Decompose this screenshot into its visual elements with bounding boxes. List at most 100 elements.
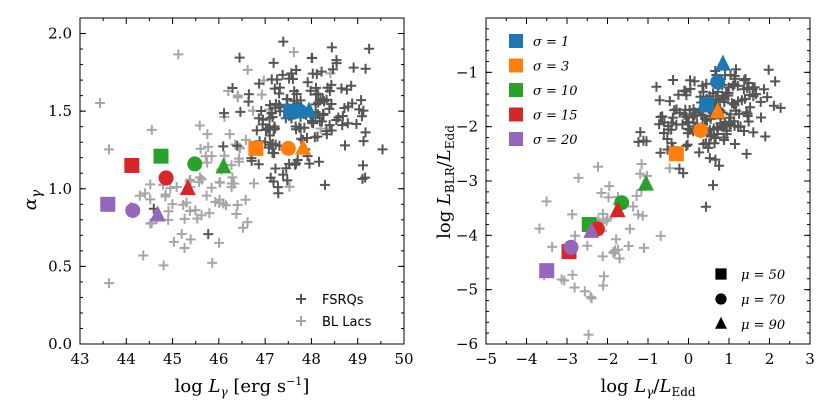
fsrq-point [729, 99, 740, 110]
fsrq-point [680, 86, 691, 97]
legend-label: μ = 90 [741, 318, 785, 333]
fsrq-point [234, 52, 245, 63]
fsrq-point [277, 69, 288, 80]
right-legend-sigma: σ = 1 σ = 3 σ = 10 σ = 15 σ = 20 [509, 34, 578, 148]
fsrq-point [326, 42, 337, 53]
fsrq-point [343, 101, 354, 112]
fsrq-point [331, 55, 342, 66]
series-marker-circle [125, 202, 141, 218]
fsrq-point [655, 147, 666, 158]
legend-label: μ = 50 [741, 268, 785, 283]
bl-lac-point [664, 163, 675, 174]
bl-lac-point [104, 278, 115, 289]
x-tick-label: 50 [394, 350, 413, 368]
fsrq-point [741, 107, 752, 118]
bl-lac-point [240, 194, 251, 205]
bl-lac-point [226, 160, 237, 171]
x-tick-label: 0 [684, 350, 694, 368]
fsrq-point [278, 36, 289, 47]
fsrq-point [326, 125, 337, 136]
right-legend-mu: μ = 50 μ = 70 μ = 90 [715, 268, 785, 333]
fsrq-point [322, 82, 333, 93]
fsrq-point [770, 76, 781, 87]
x-tick-label: 46 [209, 350, 228, 368]
bl-lac-point [233, 153, 244, 164]
fsrq-point [651, 81, 662, 92]
fsrq-point [273, 99, 284, 110]
bl-lac-point [168, 236, 179, 247]
legend-label: BL Lacs [322, 315, 372, 330]
fsrq-point [725, 109, 736, 120]
y-tick-label: 2.0 [48, 25, 72, 43]
legend-plus-marker [296, 316, 306, 326]
fsrq-point [662, 133, 673, 144]
series-marker-circle [710, 74, 726, 90]
series-marker-triangle [714, 54, 731, 71]
right-x-axis-label: log Lγ/LEdd [600, 376, 695, 399]
bl-lac-point [631, 190, 642, 201]
fsrq-point [286, 68, 297, 79]
fsrq-point [679, 109, 690, 120]
bl-lac-point [160, 189, 171, 200]
y-tick-label: 0.5 [48, 257, 72, 275]
legend-label: σ = 3 [533, 60, 569, 75]
bl-lac-point [636, 159, 647, 170]
fsrq-point [730, 64, 741, 75]
x-tick-label: 48 [302, 350, 321, 368]
legend-color-swatch [509, 83, 523, 97]
bl-lac-point [185, 174, 196, 185]
fsrq-point [731, 105, 742, 116]
fsrq-point [304, 158, 315, 169]
series-marker-triangle [295, 138, 312, 155]
bl-lac-point [604, 181, 615, 192]
bl-lac-point [219, 150, 230, 161]
fsrq-point [268, 176, 279, 187]
bl-lac-point [242, 64, 253, 75]
fsrq-point [756, 112, 767, 123]
fsrq-point [272, 74, 283, 85]
x-tick-label: −5 [475, 350, 497, 368]
fsrq-point [219, 108, 230, 119]
fsrq-point [348, 62, 359, 73]
series-marker-triangle [301, 101, 318, 118]
bl-lac-point [655, 230, 666, 241]
bl-lac-point [638, 242, 649, 253]
x-tick-label: −1 [637, 350, 659, 368]
fsrq-point [281, 94, 292, 105]
fsrq-point [377, 144, 388, 155]
fsrq-point [635, 127, 646, 138]
bl-lac-point [104, 144, 115, 155]
fsrq-point [319, 179, 330, 190]
y-tick-label: −5 [456, 281, 478, 299]
bl-lac-point [597, 208, 608, 219]
bl-lac-point [583, 329, 594, 340]
fsrq-point [360, 127, 371, 138]
legend-marker-triangle [715, 316, 727, 329]
fsrq-point [748, 127, 759, 138]
fsrq-point [356, 95, 367, 106]
bl-lac-point [190, 205, 201, 216]
bl-lac-point [185, 234, 196, 245]
bl-lac-point [284, 181, 295, 192]
bl-lac-point [206, 182, 217, 193]
fsrq-point [360, 172, 371, 183]
fsrq-point [342, 118, 353, 129]
fsrq-point [269, 121, 280, 132]
fsrq-point [257, 119, 268, 130]
legend-label: FSRQs [322, 293, 364, 308]
bl-lac-point [146, 124, 157, 135]
series-marker-square [248, 140, 264, 156]
bl-lac-point [611, 234, 622, 245]
bl-lac-point [288, 47, 299, 58]
series-marker-triangle [609, 201, 626, 218]
bl-lac-point [573, 172, 584, 183]
bl-lac-point [556, 274, 567, 285]
fsrq-point [700, 138, 711, 149]
bl-lac-point [598, 280, 609, 291]
series-marker-triangle [149, 205, 166, 222]
fsrq-point [282, 175, 293, 186]
fsrq-point [741, 148, 752, 159]
fsrq-point [729, 139, 740, 149]
bl-lac-point [232, 199, 243, 210]
fsrq-point [710, 154, 721, 165]
